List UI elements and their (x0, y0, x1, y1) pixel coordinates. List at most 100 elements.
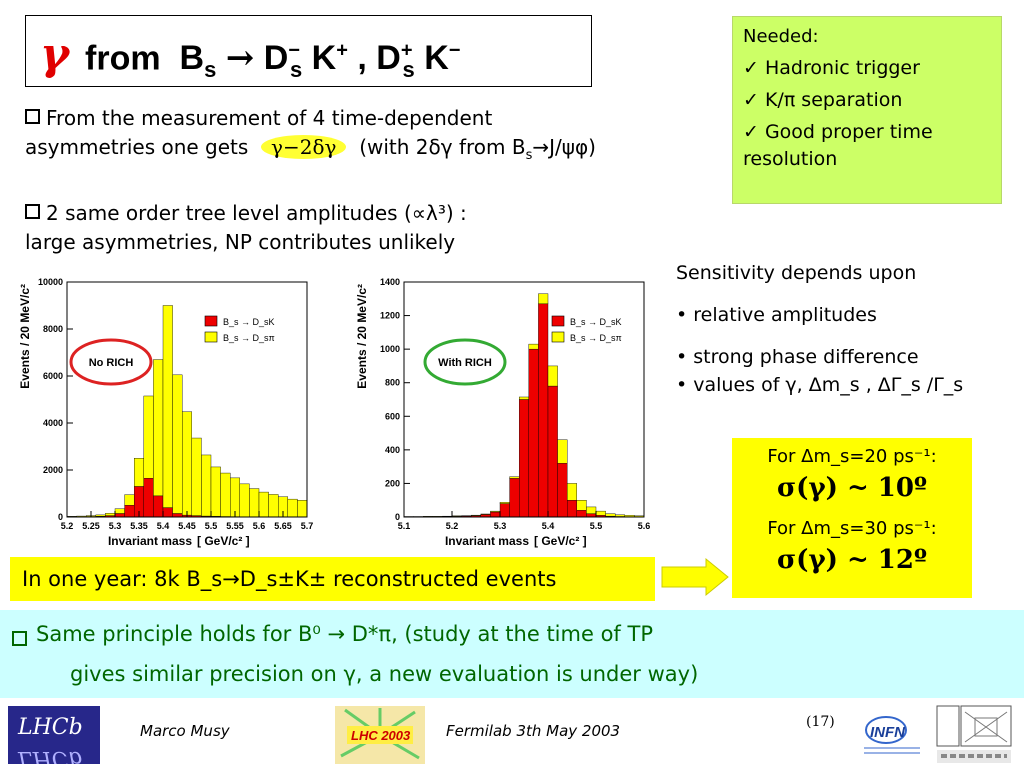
x-tick-label: 5.1 (398, 521, 411, 531)
legend-swatch (205, 332, 217, 342)
bar-bs-dspi (529, 344, 539, 349)
requirement-item: ✓ Good proper time resolution (743, 119, 991, 173)
bar-bs-dspi (510, 477, 520, 479)
summary-line-1: Same principle holds for B⁰ → D*π, (stud… (36, 622, 653, 646)
x-tick-label: 5.3 (494, 521, 507, 531)
precision-result-1: σ(γ) ~ 10º (732, 470, 972, 506)
sensitivity-heading: Sensitivity depends upon (676, 259, 963, 287)
y-tick-label: 1000 (380, 344, 400, 354)
y-tick-label: 600 (385, 411, 400, 421)
bar-bs-dsk (115, 513, 125, 517)
bar-bs-dspi (249, 489, 259, 517)
bar-bs-dspi (297, 500, 307, 516)
bullet-1-with: (with 2δγ from B (359, 135, 525, 159)
bar-bs-dspi (625, 515, 635, 516)
precision-condition-1: For Δm_s=20 ps⁻¹: (732, 444, 972, 470)
lhc2003-logo: LHC 2003 (335, 706, 425, 764)
y-tick-label: 200 (385, 478, 400, 488)
lhcb-logo: LHCb LHCb (8, 706, 100, 764)
requirements-box: Needed: ✓ Hadronic trigger ✓ K/π separat… (732, 16, 1002, 204)
annotation-label: With RICH (438, 357, 492, 369)
bar-bs-dspi (96, 515, 106, 516)
bar-bs-dspi (577, 500, 587, 510)
bar-bs-dspi (288, 499, 298, 517)
y-tick-label: 1200 (380, 311, 400, 321)
bullet-1: From the measurement of 4 time-dependent… (25, 104, 596, 170)
legend-label: B_s → D_sK (223, 317, 275, 327)
svg-text:LHCb: LHCb (17, 715, 83, 740)
svg-text:INFN: INFN (870, 724, 906, 741)
bar-bs-dspi (201, 455, 211, 516)
summary-band: Same principle holds for B⁰ → D*π, (stud… (0, 610, 1024, 698)
x-tick-label: 5.2 (61, 521, 74, 531)
x-tick-label: 5.5 (590, 521, 603, 531)
x-axis-unit: [ GeV/c² ] (534, 534, 587, 548)
bar-bs-dsk (490, 512, 500, 517)
sensitivity-list: Sensitivity depends upon • relative ampl… (676, 259, 963, 399)
precision-condition-2: For Δm_s=30 ps⁻¹: (732, 516, 972, 542)
bar-bs-dspi (259, 492, 269, 517)
bar-bs-dspi (144, 396, 154, 478)
legend-label: B_s → D_sπ (570, 333, 622, 343)
bar-bs-dsk (567, 500, 577, 517)
bar-bs-dspi (240, 484, 250, 517)
legend-label: B_s → D_sK (570, 317, 622, 327)
x-tick-label: 5.2 (446, 521, 459, 531)
page-number: (17) (806, 714, 835, 730)
bar-bs-dsk (586, 514, 596, 517)
bar-bs-dspi (548, 366, 558, 386)
title-gamma: γ (40, 29, 69, 80)
bar-bs-dspi (211, 467, 221, 516)
summary-line-2: gives similar precision on γ, a new eval… (70, 662, 698, 686)
bar-bs-dspi (596, 511, 606, 515)
bar-bs-dsk (577, 510, 587, 517)
requirement-item: ✓ Hadronic trigger (743, 55, 991, 82)
checkbox-bullet-icon (25, 109, 40, 124)
bar-bs-dsk (510, 478, 520, 517)
bar-bs-dspi (558, 440, 568, 464)
bar-bs-dsk (163, 508, 173, 517)
y-tick-label: 4000 (43, 418, 63, 428)
bar-bs-dspi (519, 397, 529, 400)
legend-swatch (205, 316, 217, 326)
title-process: Bs → D−s K+ , D+s K− (180, 39, 461, 77)
x-tick-label: 5.65 (274, 521, 292, 531)
legend-swatch (552, 332, 564, 342)
events-per-year: In one year: 8k B_s→D_s±K± reconstructed… (10, 557, 655, 601)
precision-result-2: σ(γ) ~ 12º (732, 542, 972, 578)
y-tick-label: 2000 (43, 465, 63, 475)
highlight-gamma-expression: γ−2δγ (261, 135, 346, 159)
bar-bs-dspi (173, 375, 183, 514)
bar-bs-dspi (230, 478, 240, 517)
bar-bs-dspi (182, 412, 192, 515)
svg-text:LHC 2003: LHC 2003 (351, 728, 411, 743)
bar-bs-dspi (606, 514, 616, 517)
precision-box: For Δm_s=20 ps⁻¹: σ(γ) ~ 10º For Δm_s=30… (732, 438, 972, 598)
infn-logo: INFN (860, 710, 928, 760)
x-axis-label: Invariant mass (445, 534, 529, 548)
bullet-1-line-2: asymmetries one gets (25, 135, 248, 159)
bar-bs-dspi (481, 514, 491, 515)
y-tick-label: 8000 (43, 324, 63, 334)
svg-text:LHCb: LHCb (17, 746, 83, 764)
y-axis-label: Events / 20 MeV/c² (355, 284, 369, 389)
x-axis-label: Invariant mass (108, 534, 192, 548)
legend-label: B_s → D_sπ (223, 333, 275, 343)
footer: LHCb LHCb Marco Musy LHC 2003 Fermilab 3… (0, 700, 1024, 768)
bar-bs-dspi (153, 360, 163, 496)
bar-bs-dsk (548, 386, 558, 517)
bullet-1-line-1: From the measurement of 4 time-dependent (46, 106, 492, 130)
bullet-2-line-2: large asymmetries, NP contributes unlike… (25, 228, 467, 257)
bar-bs-dsk (500, 504, 510, 517)
footer-event: Fermilab 3th May 2003 (446, 722, 620, 740)
bar-bs-dspi (490, 511, 500, 512)
requirement-item: ✓ K/π separation (743, 87, 991, 114)
sensitivity-item: • relative amplitudes (676, 301, 963, 329)
bar-bs-dsk (558, 463, 568, 517)
bar-bs-dspi (269, 494, 279, 516)
x-tick-label: 5.4 (157, 521, 170, 531)
y-axis-label: Events / 20 MeV/c² (18, 284, 32, 389)
